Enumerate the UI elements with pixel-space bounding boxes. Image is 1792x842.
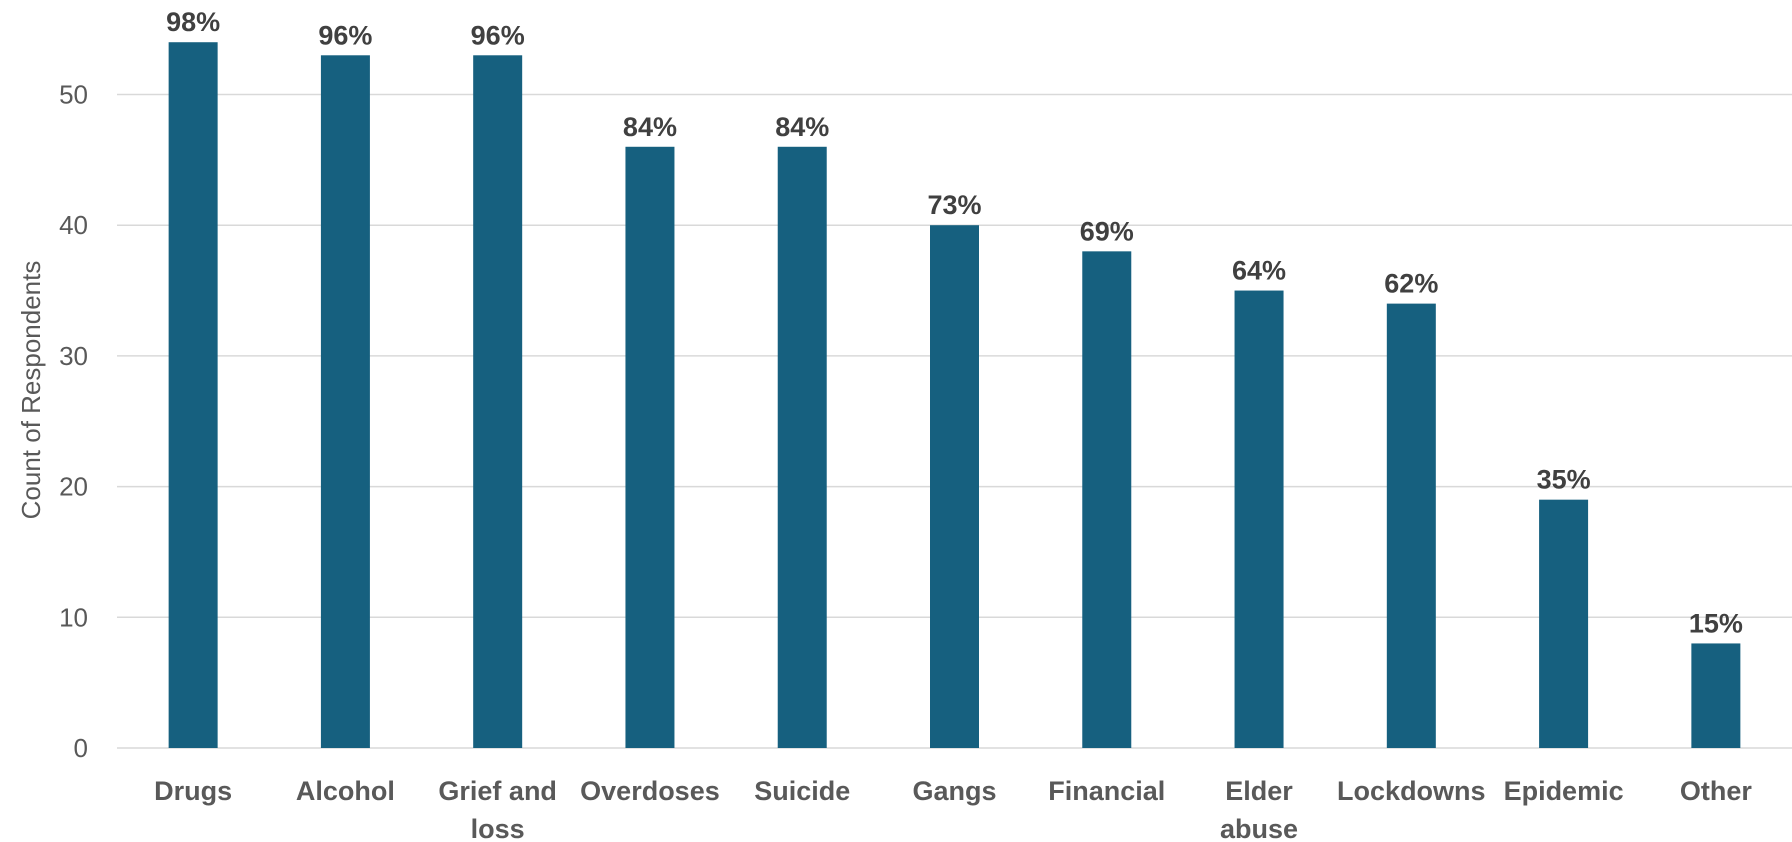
- data-label: 96%: [318, 20, 372, 50]
- x-tick-label: Lockdowns: [1337, 776, 1486, 806]
- y-axis-title: Count of Respondents: [16, 261, 46, 520]
- bar-alcohol: [320, 55, 370, 749]
- data-labels: 98% 96% 96% 84% 84% 73% 69% 64% 62% 35% 15%: [166, 7, 1743, 638]
- x-tick-label: Suicide: [754, 776, 850, 806]
- data-label: 96%: [471, 20, 525, 50]
- bar-financial: [1082, 251, 1132, 748]
- bar-elder-abuse: [1234, 290, 1284, 748]
- x-tick-label: Overdoses: [580, 776, 720, 806]
- y-tick-label: 40: [59, 210, 88, 240]
- y-tick-label: 20: [59, 472, 88, 502]
- y-tick-label: 0: [74, 733, 88, 763]
- data-label: 84%: [623, 112, 677, 142]
- bar-drugs: [168, 42, 218, 749]
- data-label: 84%: [775, 112, 829, 142]
- data-label: 69%: [1080, 216, 1134, 246]
- bar-lockdowns: [1386, 303, 1436, 748]
- data-label: 35%: [1537, 465, 1591, 495]
- x-tick-label: Elder abuse: [1220, 776, 1298, 842]
- x-tick-label: Drugs: [154, 776, 232, 806]
- y-axis-ticks: 0 10 20 30 40 50: [59, 80, 88, 764]
- data-label: 98%: [166, 7, 220, 37]
- bars: [168, 42, 1741, 749]
- bar-grief-and-loss: [473, 55, 523, 749]
- x-tick-label: Epidemic: [1504, 776, 1624, 806]
- data-label: 64%: [1232, 256, 1286, 286]
- y-tick-label: 50: [59, 80, 88, 110]
- x-tick-label: Alcohol: [296, 776, 395, 806]
- data-label: 15%: [1689, 608, 1743, 638]
- bar-overdoses: [625, 146, 675, 748]
- y-tick-label: 10: [59, 602, 88, 632]
- y-tick-label: 30: [59, 341, 88, 371]
- x-tick-label: Financial: [1048, 776, 1165, 806]
- data-label: 73%: [927, 190, 981, 220]
- bar-suicide: [777, 146, 827, 748]
- bar-gangs: [930, 225, 979, 748]
- data-label: 62%: [1384, 269, 1438, 299]
- x-tick-label: Gangs: [912, 776, 996, 806]
- x-tick-label: Other: [1680, 776, 1753, 806]
- bar-other: [1691, 643, 1741, 748]
- x-tick-label: Grief and loss: [438, 776, 557, 842]
- x-axis-ticks: Drugs Alcohol Grief and loss Overdoses Suicid…: [154, 776, 1752, 842]
- bar-epidemic: [1539, 499, 1589, 748]
